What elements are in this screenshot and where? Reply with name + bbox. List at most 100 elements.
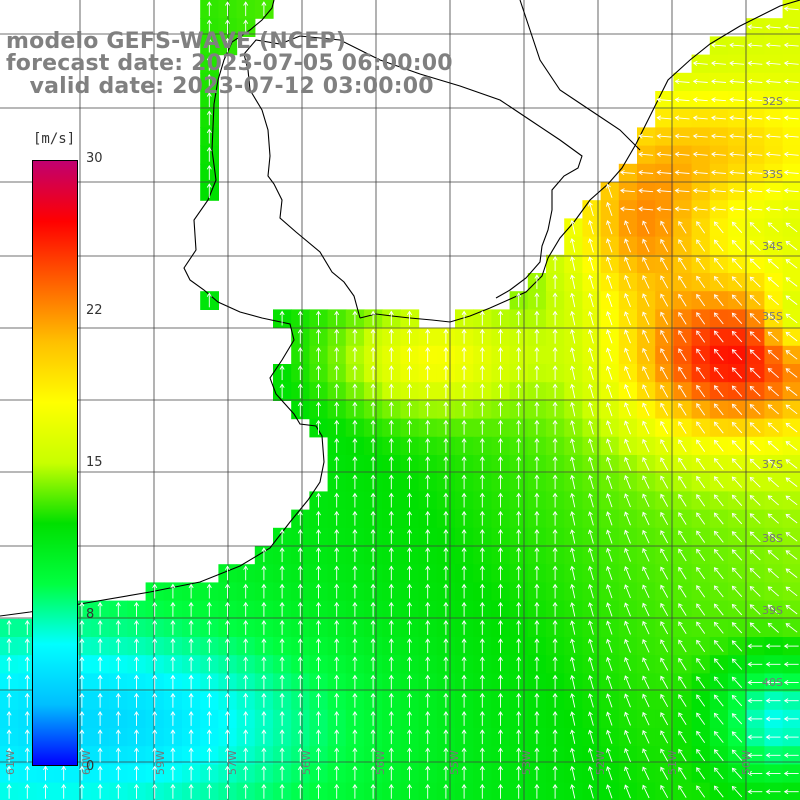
- wind-arrow: [624, 638, 631, 653]
- wind-arrow: [729, 170, 745, 176]
- wind-arrow: [765, 24, 781, 30]
- wind-arrow: [534, 601, 540, 617]
- wind-arrow: [620, 188, 635, 194]
- wind-arrow: [588, 383, 594, 399]
- wind-arrow: [479, 529, 485, 544]
- wind-speed-cell: [782, 582, 800, 602]
- wind-arrow: [713, 530, 724, 543]
- wind-arrow: [606, 347, 613, 362]
- wind-arrow: [443, 492, 449, 508]
- wind-arrow: [479, 510, 485, 526]
- wind-arrow: [747, 97, 763, 103]
- wind-arrow: [498, 438, 503, 453]
- wind-arrow: [316, 692, 321, 708]
- wind-arrow: [606, 511, 613, 526]
- wind-arrow: [24, 783, 30, 799]
- wind-arrow: [407, 620, 412, 635]
- wind-arrow: [783, 661, 799, 667]
- wind-arrow: [115, 692, 121, 708]
- wind-speed-cell: [709, 782, 729, 800]
- wind-arrow: [115, 783, 121, 799]
- wind-arrow: [388, 492, 394, 508]
- wind-arrow: [713, 275, 724, 288]
- wind-arrow: [334, 347, 340, 362]
- wind-arrow: [749, 385, 761, 397]
- wind-arrow: [334, 510, 340, 526]
- wind-arrow: [624, 675, 631, 690]
- wind-arrow: [479, 310, 485, 326]
- longitude-label: 56W: [374, 750, 387, 775]
- wind-arrow: [713, 457, 724, 470]
- wind-arrow: [516, 674, 522, 690]
- wind-arrow: [352, 419, 358, 435]
- wind-arrow: [749, 495, 761, 506]
- wind-arrow: [206, 729, 212, 745]
- wind-arrow: [297, 529, 303, 544]
- wind-arrow: [279, 783, 285, 799]
- wind-arrow: [624, 347, 631, 362]
- wind-arrow: [370, 692, 376, 708]
- wind-arrow: [642, 730, 650, 744]
- wind-arrow: [352, 620, 358, 635]
- wind-arrow: [352, 656, 358, 672]
- wind-arrow: [243, 674, 249, 690]
- wind-arrow: [334, 474, 340, 490]
- wind-arrow: [479, 729, 485, 745]
- wind-arrow: [713, 676, 724, 689]
- wind-arrow: [678, 293, 687, 307]
- wind-arrow: [388, 474, 394, 490]
- wind-arrow: [552, 565, 558, 581]
- wind-arrow: [642, 784, 650, 799]
- wind-arrow: [443, 365, 449, 381]
- wind-arrow: [461, 783, 467, 799]
- wind-arrow: [225, 783, 230, 799]
- wind-arrow: [783, 206, 799, 212]
- wind-arrow: [713, 366, 724, 379]
- wind-arrow: [461, 456, 467, 472]
- wind-arrow: [731, 349, 743, 361]
- wind-arrow: [188, 638, 194, 654]
- wind-arrow: [297, 711, 303, 726]
- wind-arrow: [516, 419, 522, 435]
- wind-arrow: [767, 386, 779, 397]
- wind-arrow: [660, 420, 669, 435]
- wind-arrow: [713, 548, 724, 561]
- wind-arrow: [297, 510, 303, 526]
- wind-arrow: [479, 674, 485, 690]
- wind-arrow: [443, 692, 449, 708]
- wind-arrow: [656, 206, 672, 212]
- wind-arrow: [642, 457, 650, 471]
- wind-arrow: [425, 729, 431, 745]
- wind-arrow: [188, 783, 194, 799]
- wind-arrow: [552, 529, 558, 544]
- wind-arrow: [534, 292, 540, 308]
- wind-arrow: [534, 383, 540, 399]
- wind-arrow: [498, 510, 503, 526]
- wind-arrow: [731, 403, 743, 416]
- wind-arrow: [692, 206, 708, 212]
- wind-arrow: [624, 566, 631, 580]
- wind-arrow: [785, 240, 798, 251]
- wind-arrow: [783, 79, 799, 85]
- wind-arrow: [97, 765, 103, 781]
- wind-arrow: [642, 584, 650, 598]
- wind-arrow: [479, 419, 485, 435]
- wind-speed-cell: [782, 236, 800, 256]
- wind-arrow: [97, 620, 103, 635]
- wind-speed-cell: [782, 600, 800, 620]
- wind-arrow: [767, 440, 779, 451]
- wind-arrow: [461, 583, 467, 599]
- wind-arrow: [731, 731, 743, 743]
- wind-arrow: [552, 274, 558, 290]
- wind-arrow: [569, 693, 576, 708]
- wind-arrow: [352, 347, 358, 362]
- wind-arrow: [352, 474, 358, 490]
- wind-arrow: [243, 729, 249, 745]
- wind-arrow: [316, 620, 321, 635]
- wind-arrow: [388, 711, 394, 726]
- wind-arrow: [297, 328, 303, 344]
- wind-arrow: [569, 219, 576, 235]
- wind-arrow: [660, 238, 669, 253]
- wind-arrow: [79, 783, 85, 799]
- wind-arrow: [443, 601, 449, 617]
